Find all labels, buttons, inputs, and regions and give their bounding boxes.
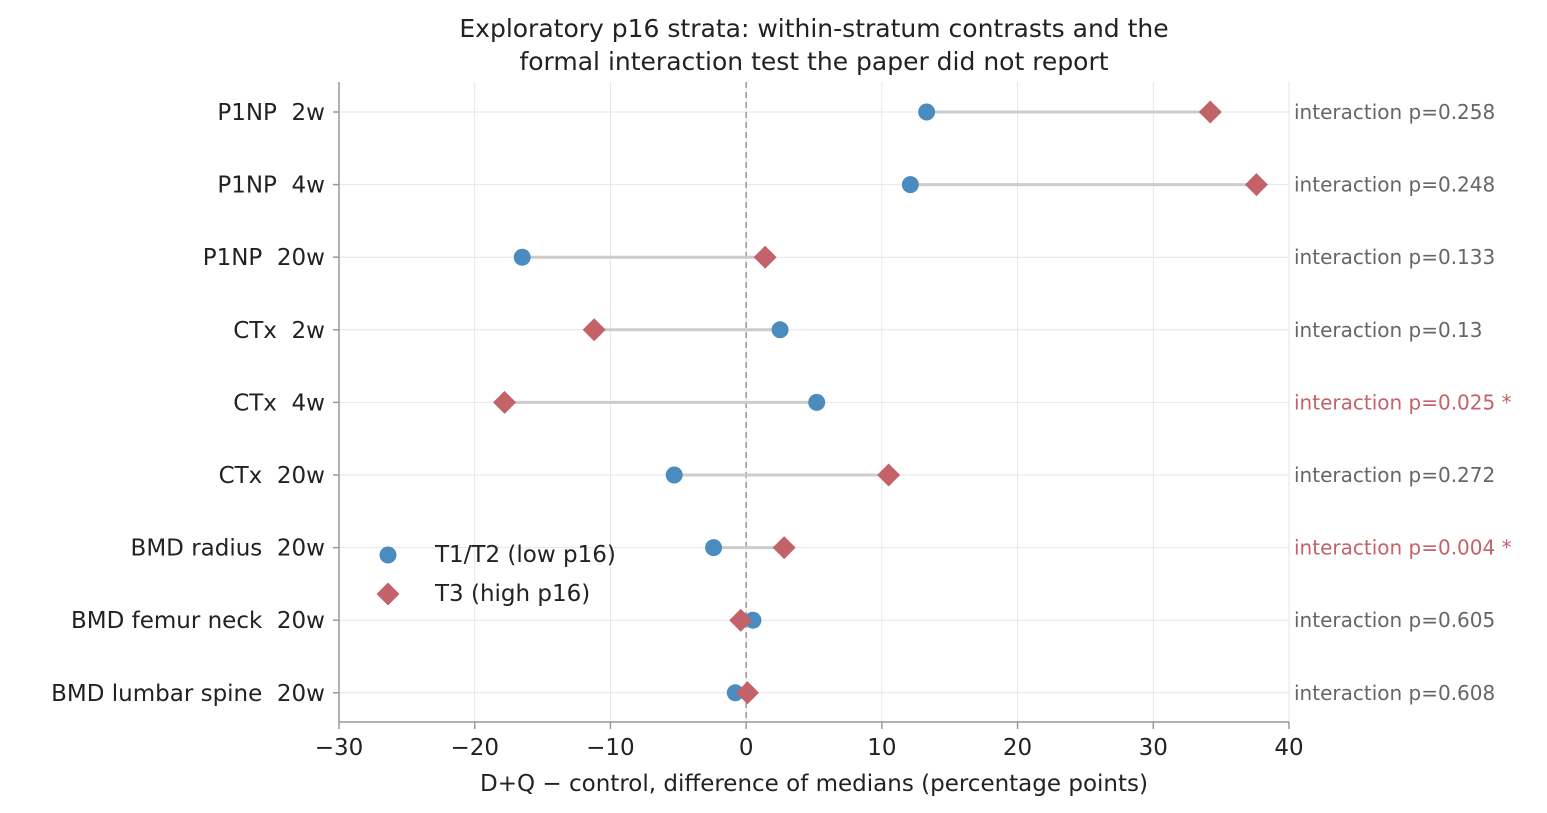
x-tick-label: −30 <box>315 735 364 761</box>
x-tick-label: 20 <box>1003 735 1032 761</box>
interaction-annotation: interaction p=0.133 <box>1294 245 1495 269</box>
x-tick-labels: −30 −20 −10 0 10 20 30 40 <box>315 722 1304 761</box>
interaction-annotation: interaction p=0.258 <box>1294 100 1495 124</box>
x-tick-label: −10 <box>586 735 635 761</box>
high-p16-point <box>772 536 796 560</box>
y-tick-label: P1NP 20w <box>203 245 325 271</box>
chart-title: Exploratory p16 strata: within-stratum c… <box>459 14 1168 76</box>
high-p16-point <box>1244 173 1268 197</box>
high-p16-point <box>753 245 777 269</box>
legend-marker-low-p16 <box>379 546 397 564</box>
legend: T1/T2 (low p16) T3 (high p16) <box>376 542 616 607</box>
low-p16-point <box>705 539 723 557</box>
low-p16-point <box>513 248 531 266</box>
low-p16-point <box>726 684 744 702</box>
y-tick-label: BMD lumbar spine 20w <box>51 681 325 707</box>
low-p16-point <box>808 393 826 411</box>
interaction-annotations: interaction p=0.258 interaction p=0.248 in… <box>1294 100 1512 705</box>
low-p16-point <box>918 103 936 121</box>
low-p16-point <box>771 321 789 339</box>
y-tick-label: CTx 2w <box>233 318 325 344</box>
interaction-annotation: interaction p=0.608 <box>1294 681 1495 705</box>
high-p16-point <box>729 608 753 632</box>
y-tick-label: BMD femur neck 20w <box>71 608 325 634</box>
interaction-annotation: interaction p=0.025 * <box>1294 390 1512 414</box>
high-p16-point <box>582 318 606 342</box>
interaction-annotation: interaction p=0.004 * <box>1294 536 1512 560</box>
legend-label-low-p16: T1/T2 (low p16) <box>434 542 616 568</box>
low-p16-point <box>901 176 919 194</box>
interaction-annotation: interaction p=0.248 <box>1294 173 1495 197</box>
marker-layer <box>493 100 1268 705</box>
y-tick-label: P1NP 4w <box>217 173 325 199</box>
chart-title-line-1: Exploratory p16 strata: within-stratum c… <box>459 14 1168 43</box>
y-tick-labels: P1NP 2w P1NP 4w P1NP 20w CTx 2w CTx 4w CTx 20… <box>51 100 339 707</box>
interaction-annotation: interaction p=0.605 <box>1294 608 1495 632</box>
high-p16-point <box>493 390 517 414</box>
y-tick-label: P1NP 2w <box>217 100 325 126</box>
y-tick-label: CTx 20w <box>219 463 325 489</box>
legend-marker-high-p16 <box>376 582 400 606</box>
x-tick-label: 10 <box>867 735 896 761</box>
x-tick-label: 0 <box>739 735 754 761</box>
interaction-annotation: interaction p=0.13 <box>1294 318 1483 342</box>
low-p16-point <box>665 466 683 484</box>
y-tick-label: BMD radius 20w <box>131 536 325 562</box>
chart-title-line-2: formal interaction test the paper did no… <box>519 47 1108 76</box>
x-tick-label: −20 <box>450 735 499 761</box>
low-p16-point <box>744 611 762 629</box>
x-tick-label: 30 <box>1139 735 1168 761</box>
legend-label-high-p16: T3 (high p16) <box>434 581 590 607</box>
x-axis-label: D+Q − control, difference of medians (pe… <box>480 771 1148 797</box>
x-tick-label: 40 <box>1274 735 1303 761</box>
high-p16-point <box>877 463 901 487</box>
high-p16-point <box>1198 100 1222 124</box>
interaction-annotation: interaction p=0.272 <box>1294 463 1495 487</box>
y-tick-label: CTx 4w <box>233 390 325 416</box>
high-p16-point <box>736 681 759 705</box>
